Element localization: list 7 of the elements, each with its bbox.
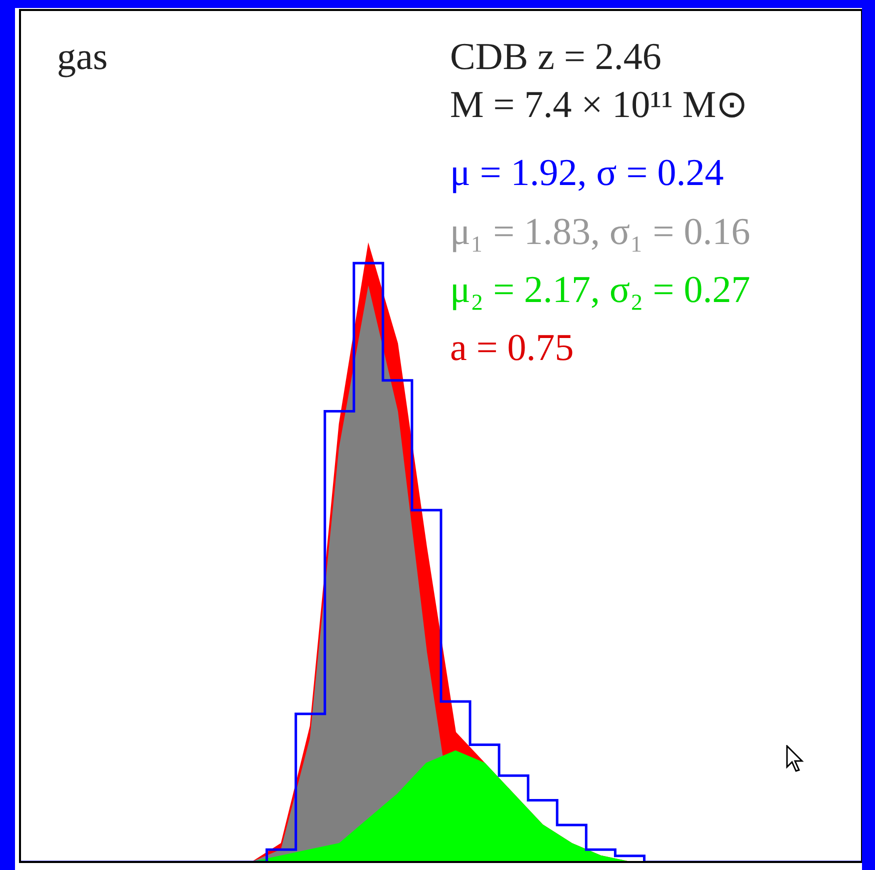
annotation: μ₁ = 1.83, σ₁ = 0.16 bbox=[450, 211, 750, 253]
text: gas bbox=[57, 36, 108, 78]
annotation: a = 0.75 bbox=[450, 327, 574, 369]
annotation: μ₂ = 2.17, σ₂ = 0.27 bbox=[450, 269, 750, 311]
text: M = 7.4 × 10¹¹ M⊙ bbox=[450, 84, 748, 126]
text: CDB z = 2.46 bbox=[450, 36, 662, 78]
text: μ = 1.92, σ = 0.24 bbox=[450, 152, 724, 194]
